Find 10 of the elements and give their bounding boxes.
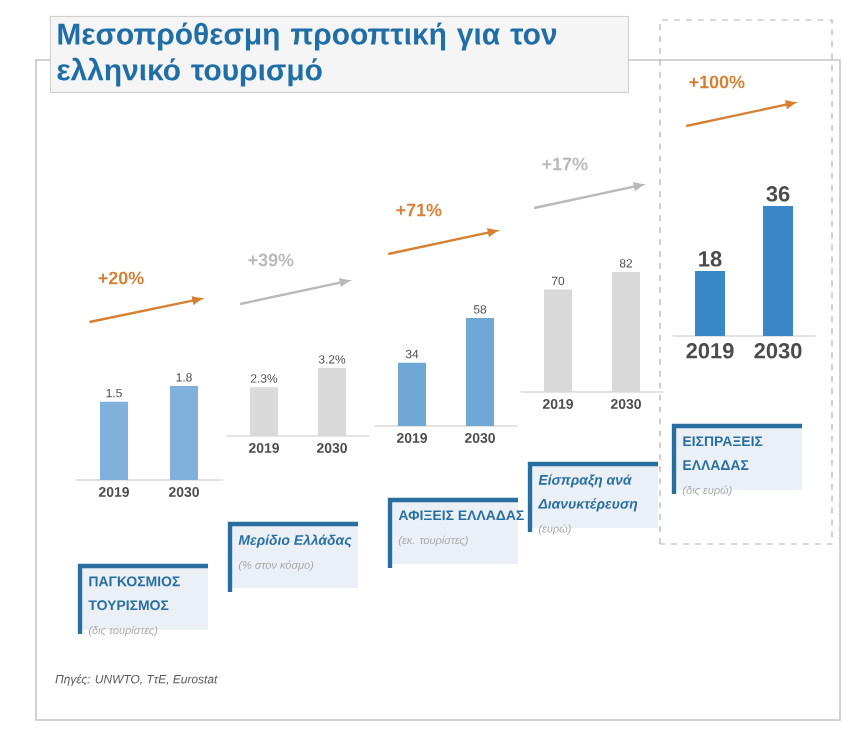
x-tick-label: 2030 <box>754 343 802 359</box>
text: +100% <box>689 75 745 89</box>
data-label: 36 <box>766 186 790 202</box>
text: +17% <box>542 157 588 171</box>
text: Μεσοπρόθεσμη προοπτική για τον ελληνικό τουρισμό <box>57 22 557 87</box>
text: +20% <box>98 271 144 285</box>
text: +39% <box>248 253 294 267</box>
text: +71% <box>396 203 442 217</box>
data-label: 18 <box>699 251 722 267</box>
x-tick-label: 2019 <box>686 343 734 359</box>
